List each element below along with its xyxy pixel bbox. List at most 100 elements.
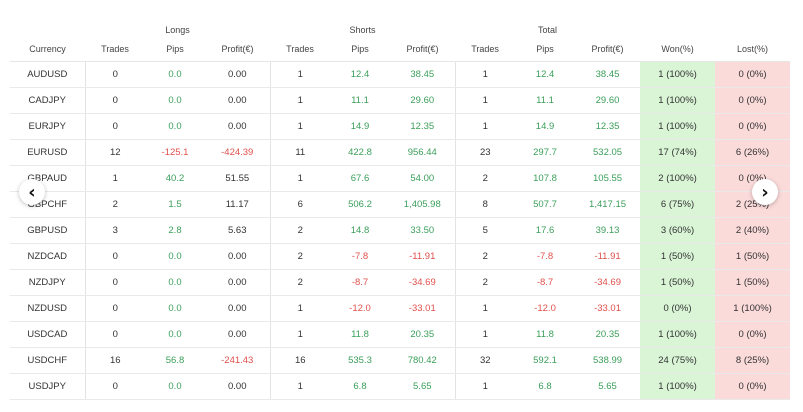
column-header-lost: Lost(%) — [715, 37, 791, 62]
cell-shorts-profit: 20.35 — [390, 321, 456, 348]
cell-lost: 0 (0%) — [715, 373, 791, 400]
cell-shorts-pips: 11.1 — [330, 87, 390, 114]
cell-total-profit: 29.60 — [575, 87, 641, 114]
table-row: AUDUSD 0 0.0 0.00 1 12.4 38.45 1 12.4 38.45 1 (100… — [10, 61, 791, 88]
column-header-longs-pips: Pips — [145, 37, 205, 62]
cell-total-trades: 1 — [455, 321, 516, 348]
cell-longs-trades: 0 — [85, 113, 145, 140]
cell-total-trades: 1 — [455, 113, 516, 140]
cell-won: 1 (100%) — [640, 373, 716, 400]
cell-longs-profit: 0.00 — [205, 61, 271, 88]
cell-total-pips: 11.8 — [515, 321, 576, 348]
cell-total-profit: 20.35 — [575, 321, 641, 348]
cell-longs-pips: 0.0 — [145, 269, 205, 296]
cell-total-trades: 8 — [455, 191, 516, 218]
cell-shorts-profit: 956.44 — [390, 139, 456, 166]
cell-total-pips: 12.4 — [515, 61, 576, 88]
cell-longs-trades: 0 — [85, 61, 145, 88]
cell-longs-trades: 2 — [85, 191, 145, 218]
column-header-currency: Currency — [10, 37, 85, 62]
table-body: AUDUSD 0 0.0 0.00 1 12.4 38.45 1 12.4 38.45 1 (100… — [10, 61, 791, 400]
cell-won: 2 (100%) — [640, 165, 716, 192]
cell-currency: CADJPY — [10, 87, 86, 114]
cell-currency: GBPCHF — [10, 191, 86, 218]
cell-shorts-profit: 12.35 — [390, 113, 456, 140]
column-header-won: Won(%) — [640, 37, 716, 62]
cell-lost: 2 (40%) — [715, 217, 791, 244]
cell-currency: EURUSD — [10, 139, 86, 166]
cell-total-trades: 2 — [455, 269, 516, 296]
cell-total-trades: 5 — [455, 217, 516, 244]
cell-won: 1 (100%) — [640, 61, 716, 88]
cell-longs-pips: 40.2 — [145, 165, 205, 192]
cell-total-profit: 5.65 — [575, 373, 641, 400]
cell-total-pips: -12.0 — [515, 295, 576, 322]
cell-won: 6 (75%) — [640, 191, 716, 218]
cell-shorts-trades: 1 — [270, 165, 330, 192]
cell-total-profit: 39.13 — [575, 217, 641, 244]
column-header-total-trades: Trades — [455, 37, 516, 62]
cell-lost: 0 (0%) — [715, 113, 791, 140]
cell-shorts-trades: 1 — [270, 113, 330, 140]
cell-longs-profit: -241.43 — [205, 347, 271, 374]
cell-longs-pips: 0.0 — [145, 243, 205, 270]
cell-shorts-profit: 54.00 — [390, 165, 456, 192]
cell-total-trades: 1 — [455, 87, 516, 114]
cell-currency: GBPAUD — [10, 165, 86, 192]
cell-shorts-profit: 780.42 — [390, 347, 456, 374]
cell-longs-pips: 0.0 — [145, 373, 205, 400]
cell-currency: AUDUSD — [10, 61, 86, 88]
cell-total-profit: -34.69 — [575, 269, 641, 296]
cell-won: 1 (100%) — [640, 321, 716, 348]
cell-total-trades: 2 — [455, 165, 516, 192]
cell-total-trades: 23 — [455, 139, 516, 166]
cell-total-pips: -8.7 — [515, 269, 576, 296]
table-row: EURJPY 0 0.0 0.00 1 14.9 12.35 1 14.9 12.35 1 (100… — [10, 113, 791, 140]
cell-longs-trades: 0 — [85, 373, 145, 400]
column-header-longs-profit: Profit(€) — [205, 37, 270, 62]
cell-longs-trades: 0 — [85, 243, 145, 270]
cell-shorts-trades: 11 — [270, 139, 330, 166]
cell-shorts-profit: 33.50 — [390, 217, 456, 244]
cell-longs-profit: 0.00 — [205, 113, 271, 140]
cell-shorts-profit: 38.45 — [390, 61, 456, 88]
cell-longs-pips: 56.8 — [145, 347, 205, 374]
next-button[interactable]: › — [752, 179, 778, 205]
group-header-row: Longs Shorts Total — [10, 14, 790, 37]
cell-lost: 2 (25%) — [715, 191, 791, 218]
cell-won: 1 (100%) — [640, 87, 716, 114]
table-row: GBPAUD 1 40.2 51.55 1 67.6 54.00 2 107.8 105.55 2 … — [10, 165, 791, 192]
group-total: Total — [538, 25, 558, 35]
table-row: NZDUSD 0 0.0 0.00 1 -12.0 -33.01 1 -12.0 -33.01 0 … — [10, 295, 791, 322]
cell-currency: GBPUSD — [10, 217, 86, 244]
table-row: GBPCHF 2 1.5 11.17 6 506.2 1,405.98 8 507.7 1,417… — [10, 191, 791, 218]
cell-lost: 0 (0%) — [715, 321, 791, 348]
cell-longs-trades: 0 — [85, 321, 145, 348]
cell-shorts-trades: 1 — [270, 61, 330, 88]
cell-longs-pips: 0.0 — [145, 295, 205, 322]
cell-total-profit: 538.99 — [575, 347, 641, 374]
cell-longs-trades: 12 — [85, 139, 145, 166]
cell-lost: 6 (26%) — [715, 139, 791, 166]
cell-shorts-pips: 6.8 — [330, 373, 390, 400]
prev-button[interactable]: ‹ — [19, 179, 45, 205]
cell-total-pips: 507.7 — [515, 191, 576, 218]
table-row: NZDJPY 0 0.0 0.00 2 -8.7 -34.69 2 -8.7 -34.69 1 (5… — [10, 269, 791, 296]
cell-total-profit: 1,417.15 — [575, 191, 641, 218]
cell-total-trades: 1 — [455, 61, 516, 88]
cell-longs-profit: 0.00 — [205, 373, 271, 400]
cell-longs-profit: 11.17 — [205, 191, 271, 218]
cell-lost: 1 (100%) — [715, 295, 791, 322]
cell-shorts-trades: 16 — [270, 347, 330, 374]
cell-won: 0 (0%) — [640, 295, 716, 322]
column-header-shorts-pips: Pips — [330, 37, 390, 62]
cell-total-pips: 592.1 — [515, 347, 576, 374]
table-row: USDCHF 16 56.8 -241.43 16 535.3 780.42 32 592.1 5… — [10, 347, 791, 374]
cell-shorts-pips: 422.8 — [330, 139, 390, 166]
cell-shorts-trades: 1 — [270, 87, 330, 114]
cell-longs-pips: 0.0 — [145, 87, 205, 114]
cell-longs-trades: 0 — [85, 295, 145, 322]
cell-longs-trades: 1 — [85, 165, 145, 192]
cell-longs-trades: 3 — [85, 217, 145, 244]
cell-lost: 1 (50%) — [715, 269, 791, 296]
